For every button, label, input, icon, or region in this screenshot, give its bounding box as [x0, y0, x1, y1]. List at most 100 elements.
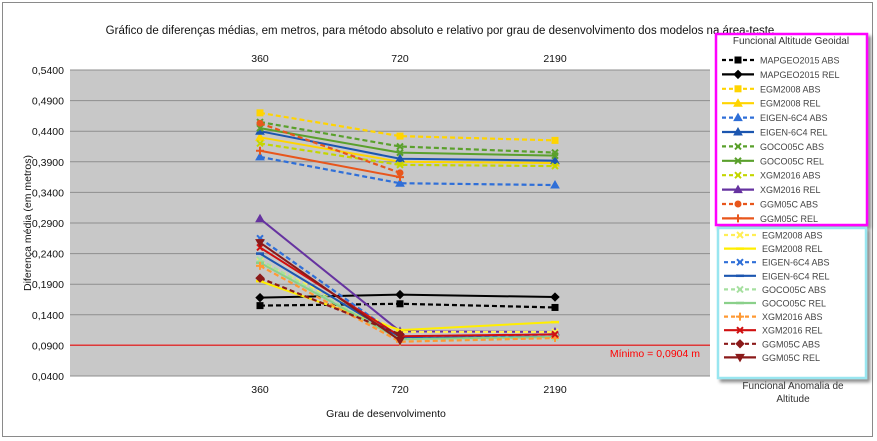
data-point — [395, 178, 405, 187]
legend-label: GGM05C REL — [762, 353, 820, 363]
legend-swatch-marker — [734, 142, 742, 151]
y-tick-label: 0,3400 — [32, 187, 64, 199]
series-line — [259, 241, 401, 342]
data-point — [396, 300, 404, 308]
series-line — [259, 277, 401, 336]
data-point — [255, 273, 265, 283]
legend-swatch-marker — [734, 56, 742, 64]
legend-swatch-marker — [733, 98, 743, 107]
x-tick-label: 2190 — [543, 384, 567, 396]
legend-label: EIGEN-6C4 REL — [762, 271, 830, 281]
data-point — [551, 303, 559, 311]
legend-swatch-marker — [736, 285, 744, 294]
series-anomaly-21 — [255, 239, 405, 346]
legend-item: GGM05C REL — [724, 353, 820, 363]
legend-item: EGM2008 ABS — [722, 84, 821, 94]
data-point — [396, 173, 404, 182]
legend-label: GOCO05C ABS — [760, 142, 824, 152]
data-point — [256, 119, 264, 127]
legend-label: EIGEN-6C4 ABS — [760, 113, 828, 123]
y-tick-label: 0,3900 — [32, 157, 64, 169]
legend-item: MAPGEO2015 ABS — [722, 56, 840, 66]
x-tick-label: 720 — [391, 384, 409, 396]
legend-label: XGM2016 REL — [760, 185, 821, 195]
legend-item: EGM2008 ABS — [724, 231, 823, 241]
data-point — [255, 151, 265, 161]
y-tick-label: 0,1900 — [32, 279, 64, 291]
threshold-label: Mínimo = 0,0904 m — [610, 348, 700, 360]
legend-item: GGM05C ABS — [724, 339, 820, 349]
series-geoidal-0 — [256, 300, 559, 311]
legend-swatch-marker — [736, 231, 744, 239]
legend-label: GGM05C REL — [760, 214, 818, 224]
legend-swatch-marker — [735, 339, 745, 349]
y-axis-label: Diferença média (em metros) — [22, 155, 34, 291]
x-tick-label: 360 — [251, 384, 269, 396]
chart-title: Gráfico de diferenças médias, em metros,… — [106, 25, 775, 37]
legend-swatch-marker — [734, 171, 742, 179]
y-axis-ticks: 0,0400 0,0900 0,1400 0,1900 0,2400 0,2900 0,34… — [32, 65, 64, 383]
legend-label: EIGEN-6C4 REL — [760, 128, 828, 138]
legend-label: GGM05C ABS — [760, 200, 818, 210]
legend-geoidal-box — [714, 32, 869, 227]
legend-item: EIGEN-6C4 ABS — [722, 112, 828, 123]
legend-swatch-marker — [736, 312, 744, 321]
legend-label: XGM2016 REL — [762, 326, 823, 336]
data-point — [550, 180, 560, 189]
data-point — [550, 292, 560, 302]
series-geoidal-8 — [256, 139, 559, 170]
data-point — [395, 337, 405, 346]
data-point — [395, 153, 405, 163]
legend-swatch-marker — [734, 214, 742, 223]
legend-geoidal-title: Funcional Altitude Geoidal — [733, 36, 849, 47]
data-point — [255, 292, 265, 303]
y-tick-label: 0,2400 — [32, 249, 64, 261]
data-point — [256, 261, 264, 270]
x-axis-label: Grau de desenvolvimento — [326, 408, 446, 420]
legend-item: MAPGEO2015 REL — [722, 69, 840, 80]
series-line — [259, 142, 556, 168]
data-point — [256, 124, 264, 132]
series-geoidal-7 — [256, 124, 559, 160]
legend-label: GGM05C ABS — [762, 339, 820, 349]
legend-item: XGM2016 ABS — [724, 312, 823, 322]
legend-swatch-marker — [734, 85, 742, 93]
legend-swatch-marker — [734, 200, 742, 208]
x-axis-ticks-bottom: 360 720 2190 — [251, 384, 567, 396]
y-tick-label: 0,4900 — [32, 96, 64, 108]
legend-item: EGM2008 REL — [724, 244, 823, 254]
series-geoidal-10 — [256, 119, 404, 177]
data-point — [256, 109, 264, 117]
data-point — [396, 148, 404, 157]
legend-label: XGM2016 ABS — [760, 171, 821, 181]
legend-item: GGM05C REL — [722, 214, 818, 224]
data-point — [551, 136, 559, 144]
data-point — [255, 132, 265, 141]
legend-item: XGM2016 REL — [722, 184, 821, 195]
legend: Funcional Altitude Geoidal Funcional Ano… — [714, 32, 869, 405]
legend-item: EGM2008 REL — [722, 98, 821, 109]
y-tick-label: 0,0900 — [32, 340, 64, 352]
y-tick-label: 0,1400 — [32, 310, 64, 322]
legend-swatch-marker — [734, 157, 742, 165]
legend-item: EIGEN-6C4 REL — [724, 271, 830, 281]
legend-item: XGM2016 REL — [724, 326, 823, 336]
x-tick-label-top: 2190 — [543, 53, 567, 65]
data-point — [395, 289, 405, 300]
legend-item: GOCO05C REL — [724, 299, 826, 309]
legend-swatch-marker — [733, 184, 743, 194]
legend-label: GOCO05C ABS — [762, 285, 826, 295]
data-point — [550, 155, 560, 165]
data-point — [256, 146, 264, 155]
legend-label: GOCO05C REL — [760, 156, 824, 166]
legend-label: EGM2008 REL — [760, 99, 821, 109]
legend-item: EIGEN-6C4 ABS — [724, 258, 830, 268]
legend-swatch-marker — [733, 69, 743, 80]
data-point — [396, 132, 404, 140]
data-point — [396, 161, 404, 169]
y-tick-label: 0,4400 — [32, 126, 64, 138]
legend-label: EGM2008 ABS — [760, 84, 821, 94]
series-line — [259, 122, 401, 174]
legend-item: GGM05C ABS — [722, 200, 818, 210]
data-point — [551, 151, 559, 160]
